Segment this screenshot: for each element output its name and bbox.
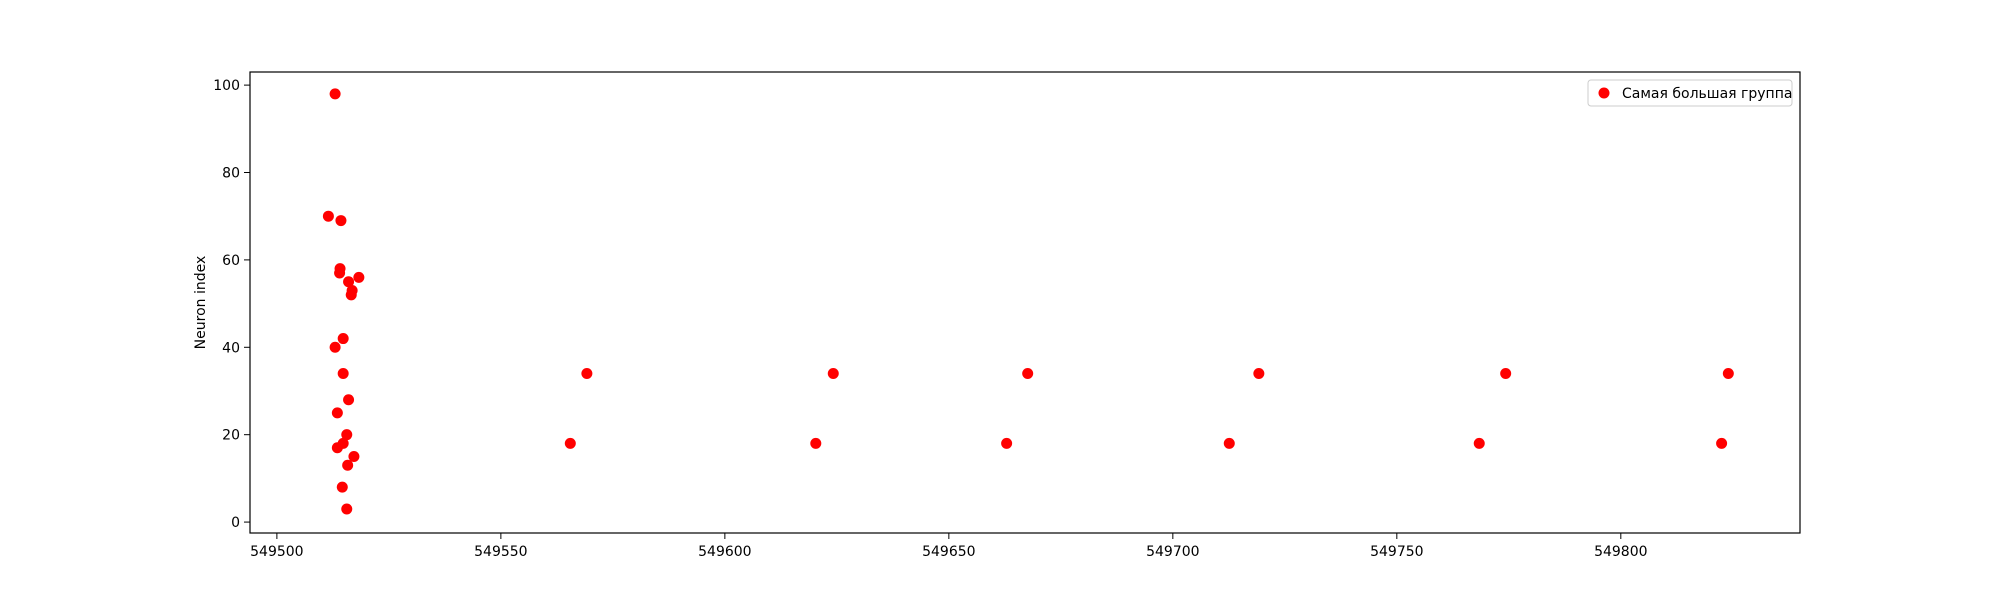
legend-label: Самая большая группа [1622,86,1792,102]
data-point [331,442,343,454]
data-point [341,429,353,441]
legend-box [1587,79,1793,107]
data-point [1223,437,1235,449]
data-point [336,481,348,493]
data-point [1253,368,1265,380]
x-tick-label: 549650 [922,544,975,560]
y-tick-label: 0 [231,515,240,531]
y-tick-label: 100 [213,78,240,94]
data-point [337,368,349,380]
y-tick-label: 20 [222,428,240,444]
legend: Самая большая группа [1587,79,1793,107]
data-point [329,88,341,100]
data-point [353,271,365,283]
y-tick-label: 60 [222,253,240,269]
x-tick-label: 549700 [1146,544,1199,560]
ticks-layer: 549500 549550 549600 549650 549700 549750 5498… [213,78,1647,560]
data-point [329,341,341,353]
y-tick-label: 40 [222,340,240,356]
plot-frame [249,71,1801,534]
data-point [343,394,355,406]
x-tick-label: 549750 [1370,544,1423,560]
data-point [1500,368,1512,380]
x-tick-label: 549550 [474,544,527,560]
data-point [342,459,354,471]
y-axis-label: Neuron index [193,256,209,350]
data-point [335,215,347,227]
data-point [1022,368,1034,380]
x-tick-label: 549600 [698,544,751,560]
data-point [1001,437,1013,449]
data-point [827,368,839,380]
points-layer [322,88,1734,515]
data-point [334,267,346,279]
data-point [337,333,349,345]
x-tick-label: 549800 [1594,544,1647,560]
data-point [564,437,576,449]
data-point [810,437,822,449]
data-point [322,210,334,222]
data-point [1722,368,1734,380]
y-tick-label: 80 [222,166,240,182]
data-point [341,503,353,515]
data-point [331,407,343,419]
legend-marker [1598,87,1610,99]
data-point [343,276,355,288]
data-point [1473,437,1485,449]
data-point [581,368,593,380]
data-point [1716,437,1728,449]
data-point [345,289,357,301]
data-point [348,451,360,463]
x-tick-label: 549500 [250,544,303,560]
